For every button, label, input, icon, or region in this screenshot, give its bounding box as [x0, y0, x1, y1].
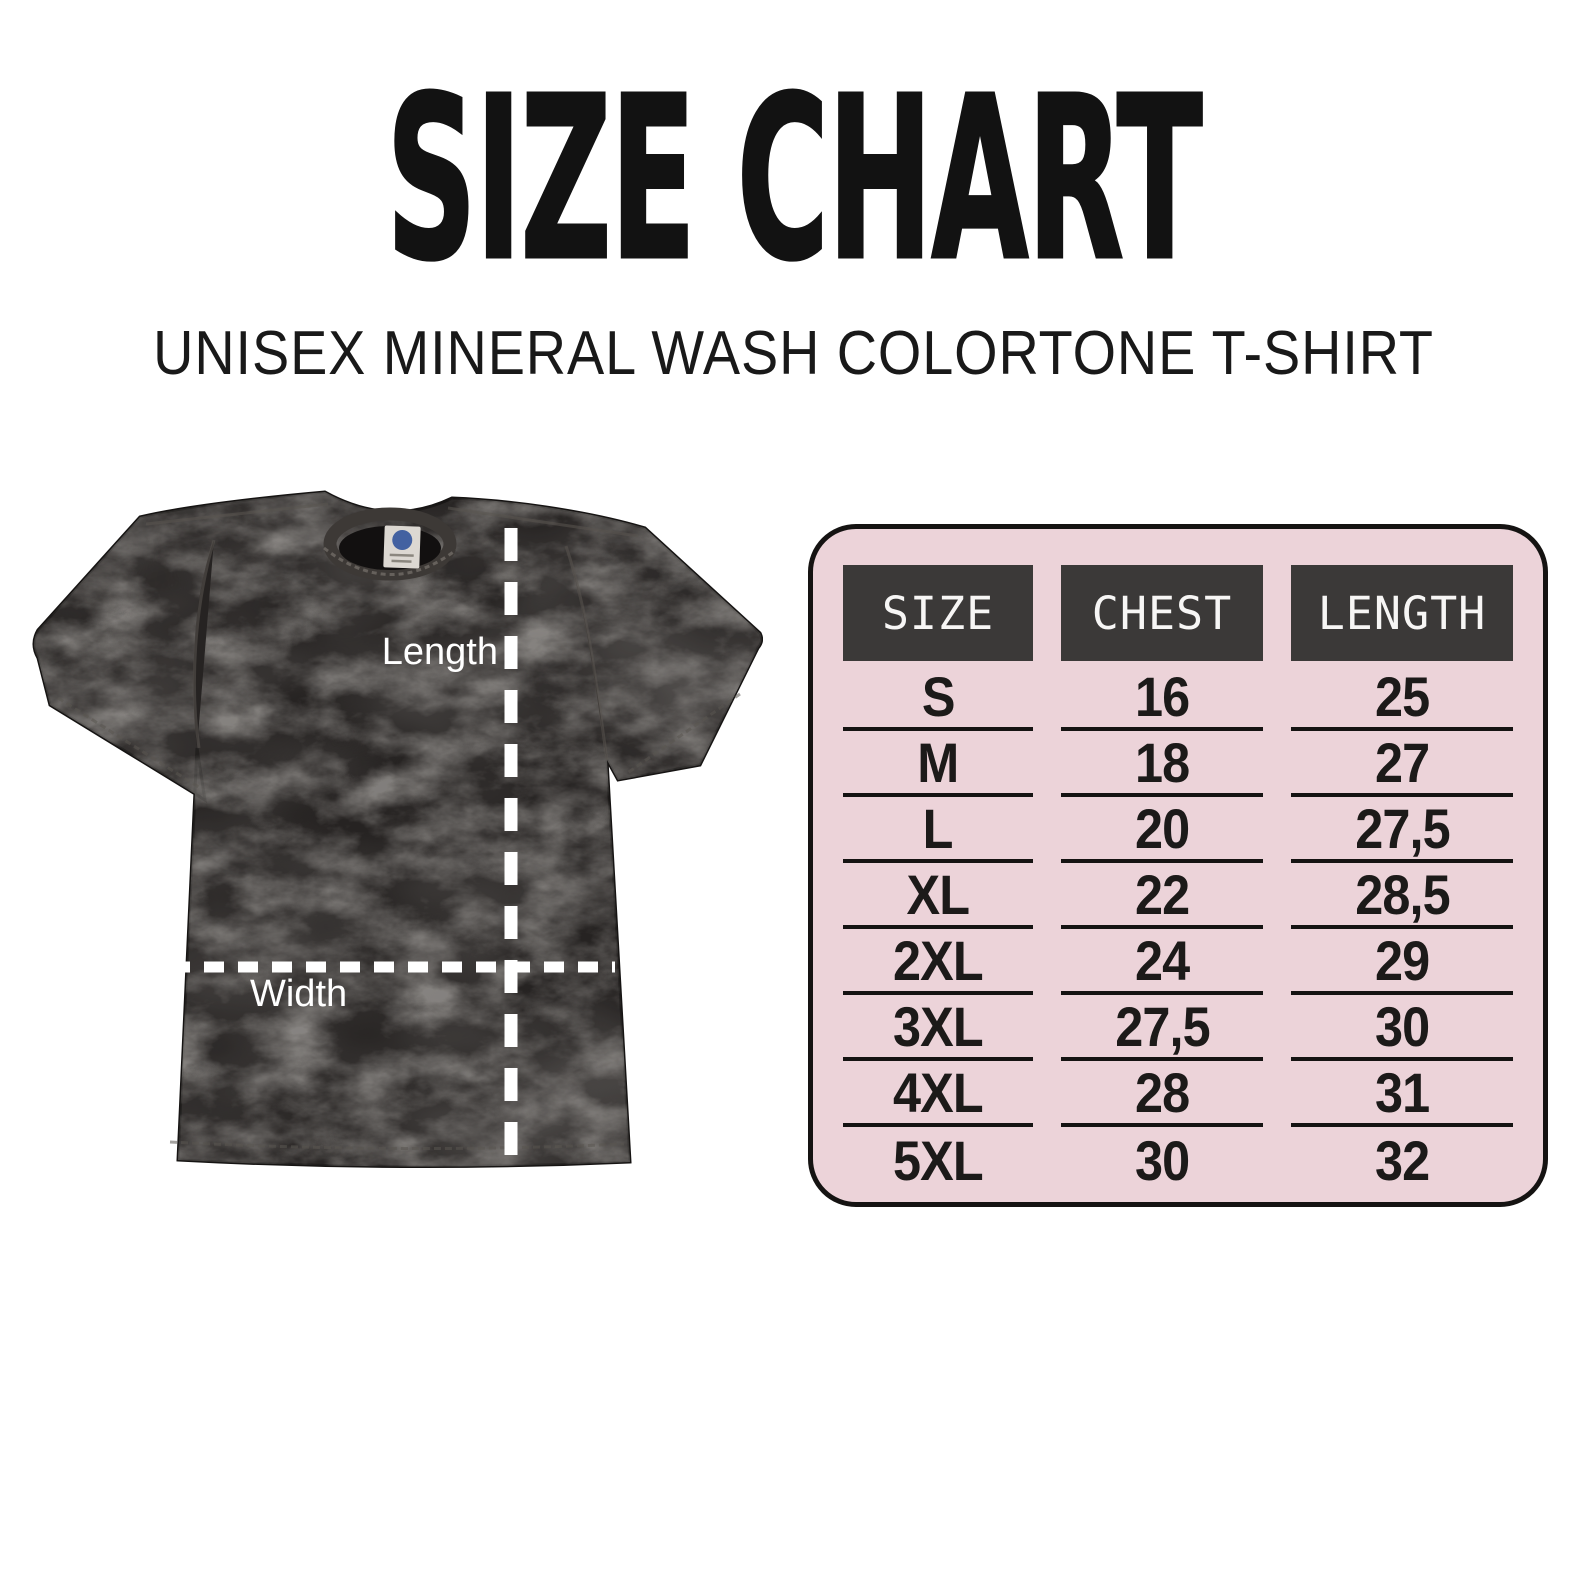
- table-row: M 18 27: [843, 731, 1513, 797]
- table-cell: 2XL: [843, 929, 1033, 995]
- table-cell: 5XL: [893, 1128, 984, 1192]
- table-cell: S: [843, 665, 1033, 731]
- table-cell: 27,5: [1061, 995, 1263, 1061]
- title-block: SIZE CHART: [0, 49, 1588, 311]
- subtitle-block: UNISEX MINERAL WASH COLORTONE T-SHIRT: [0, 318, 1588, 389]
- size-table-body: S 16 25 M 18 27 L 20 27,5 XL 22 28,5 2XL 24 29 3XL 27,5 3…: [843, 665, 1513, 1193]
- column-header-size: SIZE: [843, 565, 1033, 661]
- table-cell: 22: [1061, 863, 1263, 929]
- table-cell: 4XL: [843, 1061, 1033, 1127]
- page-title: SIZE CHART: [386, 49, 1204, 311]
- width-label: Width: [250, 973, 347, 1015]
- table-cell: 18: [1061, 731, 1263, 797]
- table-cell: 28,5: [1291, 863, 1513, 929]
- table-cell: 32: [1374, 1128, 1430, 1192]
- seam-lines: [57, 502, 741, 1151]
- tshirt-measurement-figure: Length Width: [32, 490, 763, 1169]
- table-cell: 24: [1061, 929, 1263, 995]
- table-row: 5XL 30 32: [843, 1127, 1513, 1193]
- tshirt-body: [32, 490, 763, 1169]
- length-label: Length: [382, 631, 498, 673]
- table-row: 4XL 28 31: [843, 1061, 1513, 1127]
- table-row: 2XL 24 29: [843, 929, 1513, 995]
- table-cell: 29: [1291, 929, 1513, 995]
- brand-tag: [383, 525, 421, 569]
- table-cell: 30: [1291, 995, 1513, 1061]
- page-subtitle: UNISEX MINERAL WASH COLORTONE T-SHIRT: [153, 319, 1435, 388]
- column-header-length: LENGTH: [1291, 565, 1513, 661]
- table-cell: 25: [1291, 665, 1513, 731]
- table-row: XL 22 28,5: [843, 863, 1513, 929]
- brand-logo-icon: [392, 530, 413, 551]
- size-chart-panel: SIZE CHEST LENGTH S 16 25 M 18 27 L 20 27,5 XL 22 2…: [808, 524, 1548, 1207]
- table-row: S 16 25: [843, 665, 1513, 731]
- table-cell: 27: [1291, 731, 1513, 797]
- table-row: 3XL 27,5 30: [843, 995, 1513, 1061]
- column-header-chest: CHEST: [1061, 565, 1263, 661]
- table-cell: L: [843, 797, 1033, 863]
- table-cell: 16: [1061, 665, 1263, 731]
- table-cell: 31: [1291, 1061, 1513, 1127]
- measurement-guides: Length Width: [170, 528, 615, 1162]
- table-cell: 27,5: [1291, 797, 1513, 863]
- table-cell: XL: [843, 863, 1033, 929]
- table-cell: 20: [1061, 797, 1263, 863]
- table-cell: M: [843, 731, 1033, 797]
- table-row: L 20 27,5: [843, 797, 1513, 863]
- table-cell: 3XL: [843, 995, 1033, 1061]
- table-cell: 28: [1061, 1061, 1263, 1127]
- table-cell: 30: [1134, 1128, 1190, 1192]
- size-table-header: SIZE CHEST LENGTH: [843, 565, 1513, 661]
